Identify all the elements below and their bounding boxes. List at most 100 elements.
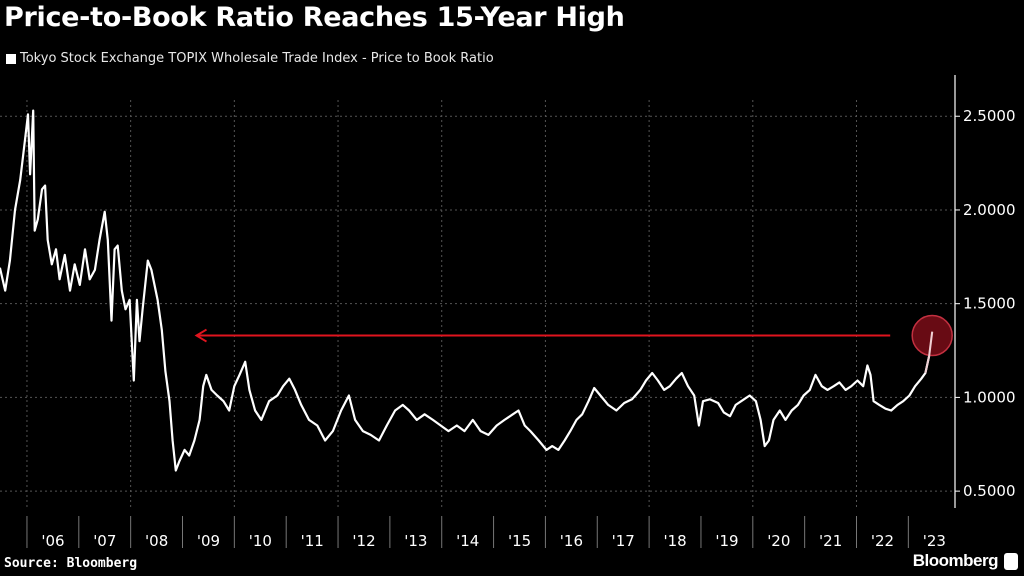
- x-tick-label: '08: [145, 532, 168, 550]
- data-point: [778, 409, 781, 412]
- data-point: [51, 263, 53, 266]
- data-point: [809, 389, 811, 391]
- data-point: [193, 439, 196, 442]
- data-point: [332, 430, 334, 432]
- x-tick-label: '14: [456, 532, 479, 550]
- x-tick-label: '07: [93, 532, 116, 550]
- data-point: [164, 370, 167, 372]
- data-point: [110, 319, 113, 322]
- source-note: Source: Bloomberg: [4, 556, 138, 571]
- data-point: [838, 381, 841, 384]
- data-point: [702, 400, 704, 402]
- data-point: [113, 248, 116, 251]
- data-point: [171, 439, 174, 442]
- data-point: [178, 460, 181, 462]
- data-point: [222, 400, 225, 402]
- data-point: [593, 387, 595, 389]
- x-tick-label: '12: [352, 532, 375, 550]
- data-point: [790, 409, 793, 412]
- data-point: [216, 394, 219, 397]
- data-point: [463, 430, 466, 432]
- data-point: [268, 400, 270, 402]
- data-point: [569, 430, 572, 432]
- data-point: [58, 278, 61, 281]
- series-line: [0, 109, 934, 472]
- data-point: [529, 430, 532, 432]
- data-point: [587, 400, 590, 402]
- data-point: [37, 218, 39, 221]
- data-point: [896, 404, 899, 406]
- bloomberg-terminal-icon: [1004, 553, 1018, 570]
- data-point: [210, 389, 213, 391]
- x-tick-label: '06: [41, 532, 64, 550]
- data-point: [432, 419, 434, 421]
- data-point: [708, 398, 711, 401]
- data-point: [920, 377, 923, 380]
- legend: Tokyo Stock Exchange TOPIX Wholesale Tra…: [6, 51, 494, 66]
- data-point: [772, 419, 775, 421]
- data-point: [340, 409, 342, 412]
- data-point: [238, 374, 241, 376]
- data-point: [202, 385, 205, 387]
- data-point: [743, 398, 745, 401]
- data-point: [511, 413, 514, 416]
- data-point: [288, 377, 291, 380]
- y-tick-label: 0.5000: [963, 482, 1016, 500]
- data-point: [29, 173, 31, 176]
- data-point: [300, 404, 303, 406]
- x-tick-label: '22: [871, 532, 894, 550]
- data-point: [717, 402, 719, 404]
- data-point: [138, 340, 141, 342]
- data-point: [902, 400, 904, 402]
- data-point: [69, 289, 71, 292]
- data-point: [260, 419, 263, 421]
- data-point: [4, 289, 6, 292]
- data-point: [64, 254, 66, 256]
- data-point: [316, 424, 319, 427]
- x-tick-label: '16: [560, 532, 583, 550]
- x-tick-label: '19: [715, 532, 738, 550]
- data-point: [308, 419, 310, 421]
- data-point: [146, 259, 149, 262]
- data-point: [523, 424, 526, 427]
- data-point: [599, 394, 602, 397]
- data-point: [9, 259, 11, 262]
- data-point: [675, 377, 677, 380]
- data-point: [282, 385, 284, 387]
- data-point: [872, 400, 875, 402]
- data-point: [24, 139, 26, 142]
- y-tick-label: 1.5000: [963, 295, 1016, 313]
- data-point: [645, 379, 647, 382]
- x-tick-label: '21: [819, 532, 842, 550]
- data-point: [254, 409, 256, 412]
- data-point: [248, 389, 251, 391]
- x-tick-label: '23: [923, 532, 946, 550]
- data-point: [198, 419, 201, 421]
- legend-swatch: [6, 53, 16, 64]
- data-point: [41, 188, 43, 191]
- data-point: [183, 449, 186, 451]
- data-point: [866, 364, 869, 367]
- data-point: [657, 379, 659, 382]
- data-point: [385, 424, 388, 427]
- data-point: [890, 409, 893, 412]
- data-point: [802, 394, 805, 397]
- data-point: [814, 374, 817, 376]
- data-point: [73, 263, 76, 266]
- x-tick-label: '09: [197, 532, 220, 550]
- data-point: [722, 411, 725, 414]
- data-point: [84, 248, 86, 251]
- data-point: [141, 308, 144, 311]
- chart-title: Price-to-Book Ratio Reaches 15-Year High: [4, 2, 625, 33]
- data-point: [623, 402, 626, 404]
- data-point: [537, 439, 540, 442]
- data-point: [276, 394, 279, 397]
- data-point: [832, 385, 835, 387]
- data-point: [820, 385, 823, 387]
- legend-label: Tokyo Stock Exchange TOPIX Wholesale Tra…: [20, 51, 494, 66]
- data-point: [88, 278, 91, 281]
- data-point: [797, 404, 799, 406]
- data-point: [294, 389, 296, 391]
- data-point: [369, 434, 372, 436]
